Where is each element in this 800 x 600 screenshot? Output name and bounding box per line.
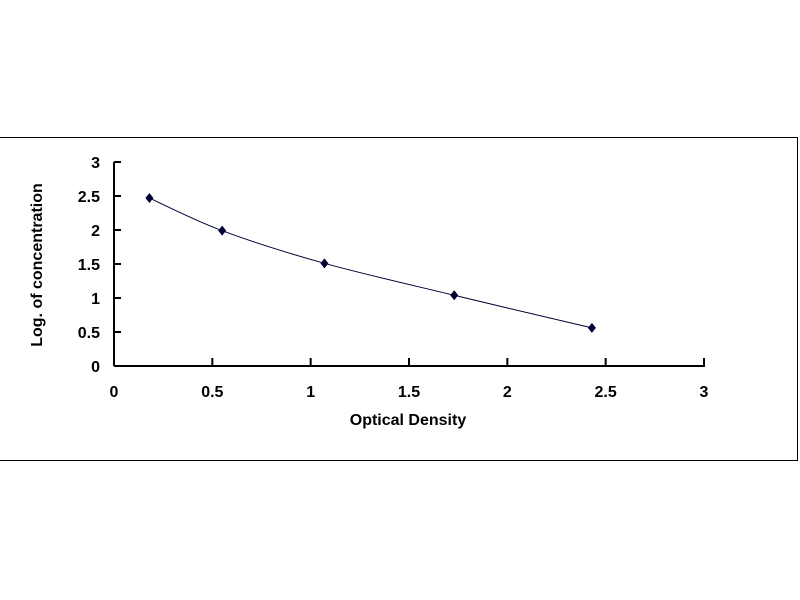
x-tick-label: 0.5 [201, 384, 223, 401]
data-point [450, 290, 459, 301]
x-tick-label: 2 [503, 384, 512, 401]
series [145, 193, 596, 333]
y-tick-label: 2.5 [78, 189, 100, 206]
y-tick-label: 3 [91, 155, 100, 172]
x-tick-label: 0 [110, 384, 119, 401]
series-line [149, 197, 593, 329]
x-tick-label: 1 [306, 384, 315, 401]
y-tick-label: 2 [91, 223, 100, 240]
data-point [320, 258, 329, 269]
data-point [145, 193, 154, 204]
data-point [218, 225, 227, 236]
data-point [587, 322, 596, 333]
y-tick-label: 0.5 [78, 325, 100, 342]
y-tick-label: 0 [91, 359, 100, 376]
x-tick-label: 2.5 [595, 384, 617, 401]
x-tick-label: 3 [700, 384, 709, 401]
chart-frame [0, 137, 798, 461]
axes: 0 0.5 1 1.5 2 2.5 3 0 0.5 1 1.5 2 2.5 3 [78, 155, 709, 401]
x-axis-label: Optical Density [350, 412, 467, 429]
y-tick-label: 1 [91, 291, 100, 308]
x-tick-label: 1.5 [398, 384, 420, 401]
y-axis-label: Log. of concentration [29, 183, 46, 347]
y-tick-label: 1.5 [78, 257, 100, 274]
